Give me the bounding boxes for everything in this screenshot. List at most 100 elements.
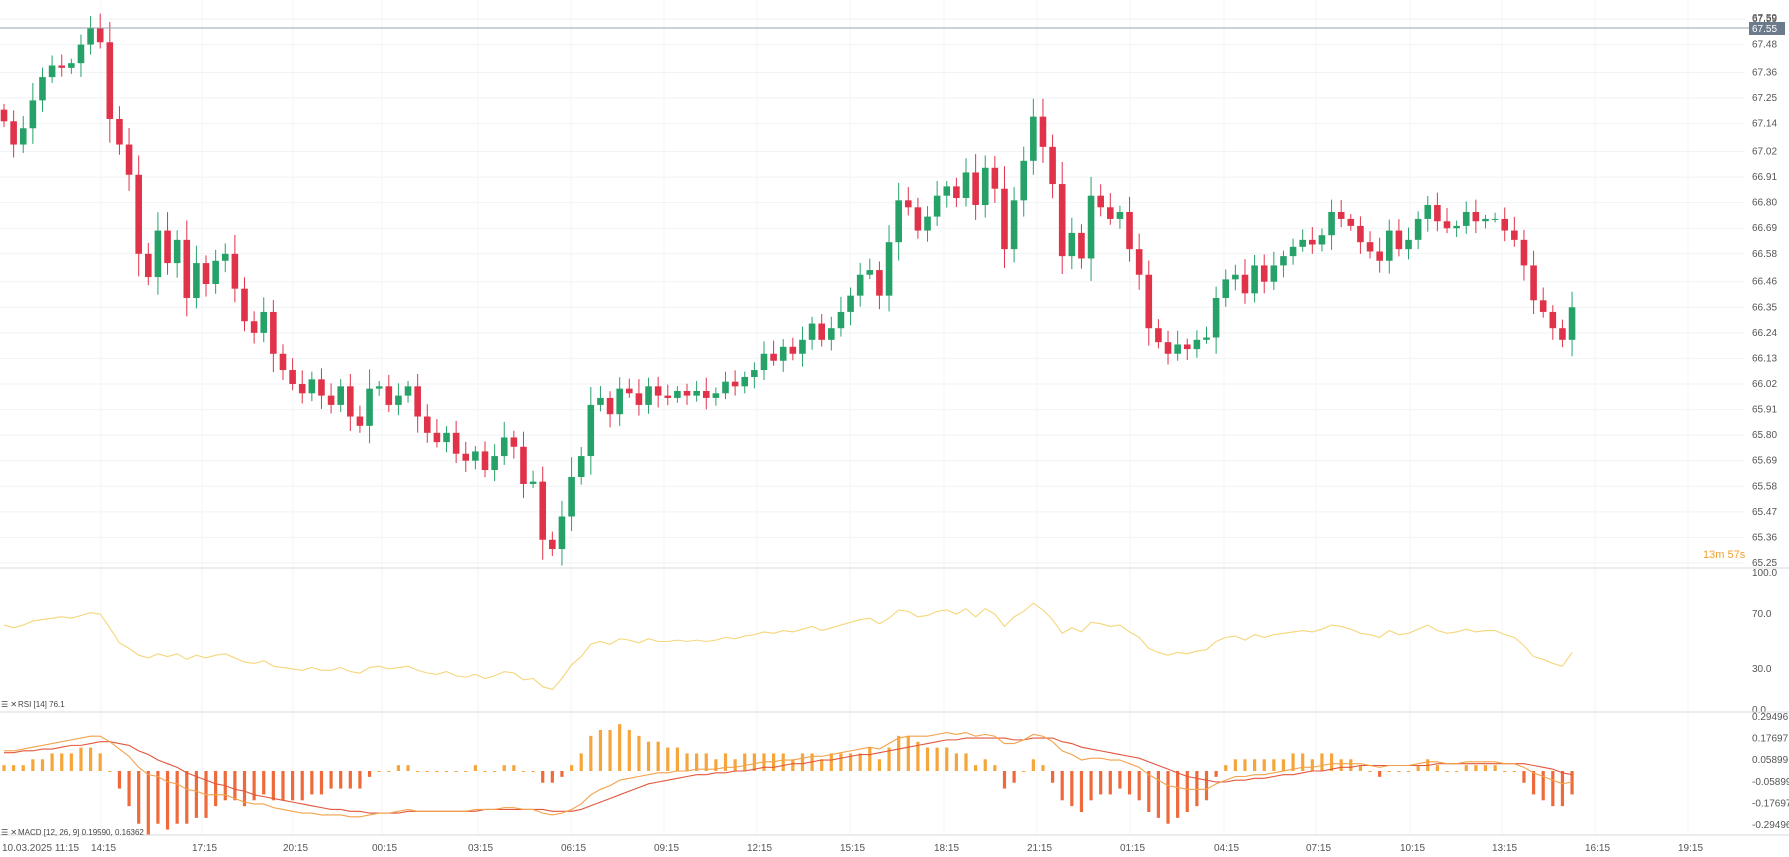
macd-histogram-bar bbox=[483, 771, 487, 772]
candle-body bbox=[1068, 232, 1076, 257]
time-tick-label: 18:15 bbox=[934, 843, 959, 854]
macd-histogram-bar bbox=[531, 771, 535, 772]
candle-body bbox=[356, 416, 364, 426]
macd-histogram-bar bbox=[1503, 771, 1507, 772]
macd-histogram-bar bbox=[329, 771, 333, 789]
macd-histogram-bar bbox=[935, 747, 939, 771]
macd-menu-icon[interactable]: ☰ ✕ bbox=[1, 828, 17, 837]
candle-body bbox=[1222, 279, 1230, 298]
rsi-tick-label: 30.0 bbox=[1752, 664, 1772, 675]
candle-body bbox=[520, 446, 527, 484]
candle-body bbox=[173, 239, 181, 264]
macd-histogram-bar bbox=[1378, 771, 1382, 777]
macd-histogram-bar bbox=[88, 747, 93, 771]
macd-histogram-bar bbox=[1397, 771, 1401, 772]
current-price-tag bbox=[1749, 22, 1785, 35]
candle-body bbox=[549, 539, 556, 550]
macd-histogram-bar bbox=[233, 771, 237, 801]
macd-histogram-bar bbox=[1002, 771, 1007, 789]
time-tick-label: 21:15 bbox=[1027, 843, 1052, 854]
macd-histogram-bar bbox=[79, 747, 83, 771]
macd-histogram-bar bbox=[906, 735, 910, 771]
candle-body bbox=[1260, 265, 1268, 282]
candle-body bbox=[674, 390, 681, 398]
time-tick-label: 01:15 bbox=[1120, 843, 1145, 854]
candle-body bbox=[1299, 239, 1306, 247]
macd-histogram-bar bbox=[954, 753, 958, 771]
candle-body bbox=[347, 386, 354, 417]
macd-tick-label: -0.05899 bbox=[1752, 777, 1789, 788]
macd-histogram-bar bbox=[993, 765, 997, 771]
price-tick-label: 65.58 bbox=[1752, 481, 1777, 492]
candle-body bbox=[856, 274, 864, 296]
macd-histogram-bar bbox=[262, 771, 266, 795]
candle-body bbox=[1020, 160, 1028, 201]
macd-histogram-bar bbox=[1224, 765, 1228, 771]
candle-body bbox=[972, 172, 979, 205]
macd-tick-label: -0.17697 bbox=[1752, 798, 1789, 809]
candle-body bbox=[19, 128, 27, 145]
price-tick-label: 65.91 bbox=[1752, 405, 1777, 416]
candle-body bbox=[1462, 211, 1470, 226]
candle-body bbox=[1145, 274, 1153, 329]
candle-body bbox=[731, 381, 739, 387]
macd-histogram-bar bbox=[117, 771, 122, 789]
candle-body bbox=[1164, 342, 1172, 354]
macd-histogram-bar bbox=[714, 759, 718, 771]
candle-body bbox=[1376, 251, 1383, 261]
candle-body bbox=[481, 451, 489, 471]
macd-signal-line bbox=[4, 737, 1573, 814]
candle-body bbox=[1155, 328, 1162, 343]
macd-histogram-bar bbox=[175, 771, 179, 824]
candle-body bbox=[472, 451, 479, 461]
candle-body bbox=[770, 353, 777, 361]
macd-histogram-bar bbox=[493, 771, 497, 772]
candle-body bbox=[1434, 204, 1441, 222]
candle-body bbox=[789, 346, 797, 354]
macd-histogram-bar bbox=[848, 753, 853, 771]
candle-body bbox=[1568, 307, 1576, 340]
macd-histogram-bar bbox=[733, 759, 737, 771]
macd-histogram-bar bbox=[1156, 771, 1160, 818]
macd-histogram-bar bbox=[897, 735, 901, 771]
candle-body bbox=[58, 65, 66, 68]
macd-histogram-bar bbox=[367, 771, 372, 777]
candle-body bbox=[491, 456, 498, 471]
macd-histogram-bar bbox=[1262, 759, 1266, 771]
time-tick-label: 06:15 bbox=[561, 843, 586, 854]
candle-body bbox=[250, 321, 258, 333]
macd-histogram-bar bbox=[1060, 771, 1064, 801]
macd-histogram-bar bbox=[339, 771, 343, 789]
candle-body bbox=[221, 253, 229, 261]
macd-histogram-bar bbox=[1137, 771, 1141, 801]
rsi-tick-label: 100.0 bbox=[1752, 568, 1777, 579]
candle-body bbox=[1001, 188, 1008, 250]
macd-histogram-bar bbox=[646, 741, 651, 771]
candle-body bbox=[1539, 300, 1547, 312]
candle-body bbox=[808, 323, 816, 340]
candle-body bbox=[751, 370, 758, 378]
candle-body bbox=[837, 311, 845, 329]
price-tick-label: 66.35 bbox=[1752, 302, 1777, 313]
candle-body bbox=[943, 186, 951, 196]
macd-histogram-bar bbox=[242, 771, 247, 807]
candle-body bbox=[1183, 344, 1191, 350]
macd-histogram-bar bbox=[1301, 753, 1305, 771]
candle-body bbox=[48, 65, 56, 78]
candle-body bbox=[212, 260, 219, 285]
candle-body bbox=[722, 381, 729, 394]
candle-body bbox=[116, 118, 123, 145]
macd-histogram-bar bbox=[1272, 759, 1276, 771]
candle-body bbox=[1424, 204, 1432, 219]
candle-body bbox=[1049, 146, 1056, 185]
price-candles bbox=[0, 13, 1576, 566]
candle-body bbox=[587, 404, 595, 457]
price-tick-label: 66.46 bbox=[1752, 277, 1777, 288]
candle-body bbox=[1559, 328, 1566, 340]
candle-body bbox=[1097, 195, 1104, 208]
macd-histogram-bar bbox=[569, 765, 574, 771]
macd-histogram-bar bbox=[444, 771, 449, 772]
rsi-menu-icon[interactable]: ☰ ✕ bbox=[1, 700, 17, 709]
rsi-line bbox=[3, 602, 1573, 691]
